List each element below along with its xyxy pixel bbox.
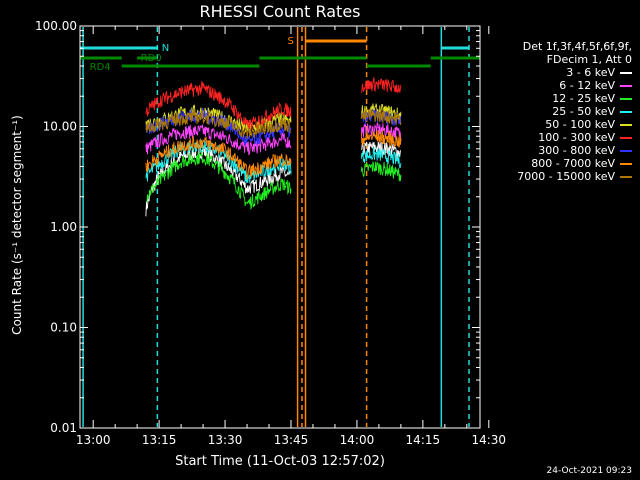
y-tick-label: 0.10	[50, 321, 77, 335]
x-axis-label: Start Time (11-Oct-03 12:57:02)	[175, 454, 385, 469]
legend-swatch	[620, 136, 632, 139]
series-line	[360, 161, 402, 182]
legend-header-detectors: Det 1f,3f,4f,5f,6f,9f,	[522, 40, 632, 53]
series-line	[360, 121, 402, 141]
series-line	[145, 124, 292, 156]
legend-entry: 800 - 7000 keV	[482, 157, 632, 170]
legend-entry: 12 - 25 keV	[482, 92, 632, 105]
plot-frame	[79, 25, 481, 429]
series-line	[360, 109, 402, 126]
legend-entry: 300 - 800 keV	[482, 144, 632, 157]
series-line	[360, 103, 402, 121]
legend-label: 12 - 25 keV	[552, 92, 615, 105]
legend-label: 7000 - 15000 keV	[517, 170, 615, 183]
legend-swatch	[620, 123, 632, 126]
legend-label: 3 - 6 keV	[566, 66, 615, 79]
series-line	[145, 150, 292, 210]
legend-entry: 7000 - 15000 keV	[482, 170, 632, 183]
legend-label: 25 - 50 keV	[552, 105, 615, 118]
flag-annotation: S	[287, 36, 293, 47]
series-line	[145, 80, 292, 132]
y-tick-label: 1.00	[50, 220, 77, 234]
chart-title: RHESSI Count Rates	[199, 2, 361, 21]
flag-annotation: N	[162, 43, 169, 54]
series-line	[360, 146, 402, 169]
legend-entry: 100 - 300 keV	[482, 131, 632, 144]
legend-entry: 50 - 100 keV	[482, 118, 632, 131]
legend-label: 6 - 12 keV	[559, 79, 615, 92]
y-tick-label: 10.00	[43, 120, 77, 134]
y-axis-label: Count Rate (s⁻¹ detector segment⁻¹)	[10, 115, 24, 335]
flag-annotation: RD0	[141, 53, 162, 64]
flag-annotation: RD4	[90, 62, 111, 73]
legend-swatch	[620, 71, 632, 74]
legend-swatch	[620, 84, 632, 87]
series-line	[145, 103, 292, 133]
legend-label: 100 - 300 keV	[538, 131, 615, 144]
legend-swatch	[620, 110, 632, 113]
y-tick-label: 100.00	[35, 19, 77, 33]
x-tick-label: 13:00	[76, 433, 111, 447]
legend-swatch	[620, 162, 632, 165]
x-tick-label: 14:00	[340, 433, 375, 447]
y-tick-label: 0.01	[50, 421, 77, 435]
series-line	[145, 136, 292, 180]
x-tick-label: 13:15	[142, 433, 177, 447]
legend-label: 800 - 7000 keV	[531, 157, 615, 170]
legend-swatch	[620, 175, 632, 178]
legend-entry: 25 - 50 keV	[482, 105, 632, 118]
timestamp: 24-Oct-2021 09:23	[546, 466, 632, 476]
series-line	[360, 129, 402, 148]
legend-swatch	[620, 97, 632, 100]
legend-label: 50 - 100 keV	[545, 118, 615, 131]
legend-header-decimation: FDecim 1, Att 0	[546, 53, 632, 66]
series-line	[145, 110, 292, 139]
x-tick-label: 13:30	[208, 433, 243, 447]
legend: Det 1f,3f,4f,5f,6f,9f, FDecim 1, Att 0 3…	[482, 40, 632, 183]
legend-label: 300 - 800 keV	[538, 144, 615, 157]
x-tick-label: 13:45	[274, 433, 309, 447]
legend-entry: 3 - 6 keV	[482, 66, 632, 79]
legend-swatch	[620, 149, 632, 152]
legend-entry: 6 - 12 keV	[482, 79, 632, 92]
x-tick-label: 14:30	[471, 433, 506, 447]
x-tick-label: 14:15	[406, 433, 441, 447]
series-line	[360, 77, 402, 94]
axes-layer: 0.01 0.10 1.00 10.00 100.00 13:00 13:15 13:30 13…	[35, 19, 506, 447]
